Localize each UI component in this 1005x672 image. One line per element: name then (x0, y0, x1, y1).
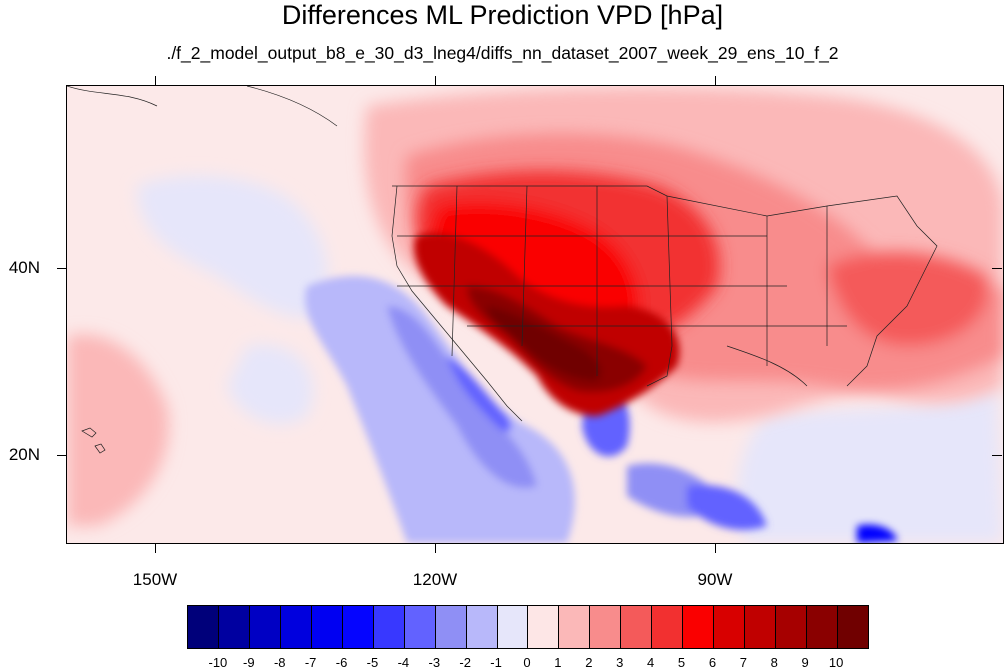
map-plot-area (67, 86, 1003, 543)
colorbar-label: 7 (739, 655, 747, 670)
colorbar-cell (218, 606, 250, 648)
colorbar-cell (373, 606, 405, 648)
colorbar-cell (435, 606, 467, 648)
plot-title: Differences ML Prediction VPD [hPa] (281, 0, 724, 30)
colorbar-label: -6 (335, 655, 348, 670)
coastline-outlines (67, 86, 938, 454)
colorbar-label: -8 (273, 655, 286, 670)
colorbar-cell (590, 606, 622, 648)
colorbar-cell (559, 606, 591, 648)
colorbar-label: 6 (708, 655, 717, 670)
colorbar-label: -10 (208, 655, 228, 670)
colorbar-cell (621, 606, 653, 648)
colorbar-label: -7 (304, 655, 317, 670)
colorbar-cell (776, 606, 808, 648)
colorbar-cell (497, 606, 529, 648)
colorbar-label: 9 (801, 655, 809, 670)
lat-label-20n: 20N (8, 445, 40, 464)
lon-label-150w: 150W (132, 570, 178, 589)
colorbar-cell (838, 606, 868, 648)
colorbar-cell (466, 606, 498, 648)
plot-subtitle: ./f_2_model_output_b8_e_30_d3_lneg4/diff… (166, 43, 839, 63)
lon-label-90w: 90W (697, 570, 733, 589)
colorbar-cell (342, 606, 374, 648)
colorbar-label: 10 (828, 655, 844, 670)
colorbar-cell (652, 606, 684, 648)
colorbar-cell (188, 606, 219, 648)
colorbar-label: 8 (770, 655, 778, 670)
colorbar-cell (311, 606, 343, 648)
vpd-difference-map (67, 86, 1003, 543)
colorbar-label: 0 (523, 655, 531, 670)
colorbar-cell (528, 606, 560, 648)
colorbar-label: -1 (490, 655, 502, 670)
positive-anomaly-pacific (67, 334, 169, 526)
positive-anomaly-core (414, 233, 680, 416)
colorbar-cell (745, 606, 777, 648)
colorbar-label: 1 (554, 655, 562, 670)
colorbar-label: 3 (616, 655, 624, 670)
colorbar-cell (714, 606, 746, 648)
colorbar-cell (249, 606, 281, 648)
colorbar-cell (280, 606, 312, 648)
colorbar-label: -2 (459, 655, 471, 670)
colorbar-label: -9 (243, 655, 255, 670)
colorbar-cell (683, 606, 715, 648)
colorbar-label: 5 (677, 655, 686, 670)
colorbar (187, 605, 869, 649)
colorbar-label: -3 (428, 655, 441, 670)
colorbar-label: -5 (366, 655, 379, 670)
colorbar-cell (807, 606, 839, 648)
colorbar-label: 2 (585, 655, 593, 670)
colorbar-label: 4 (647, 655, 655, 670)
lon-label-120w: 120W (412, 570, 458, 589)
colorbar-cell (404, 606, 436, 648)
lat-label-40n: 40N (8, 258, 40, 277)
negative-anomaly-light (137, 175, 1003, 543)
colorbar-label: -4 (397, 655, 410, 670)
